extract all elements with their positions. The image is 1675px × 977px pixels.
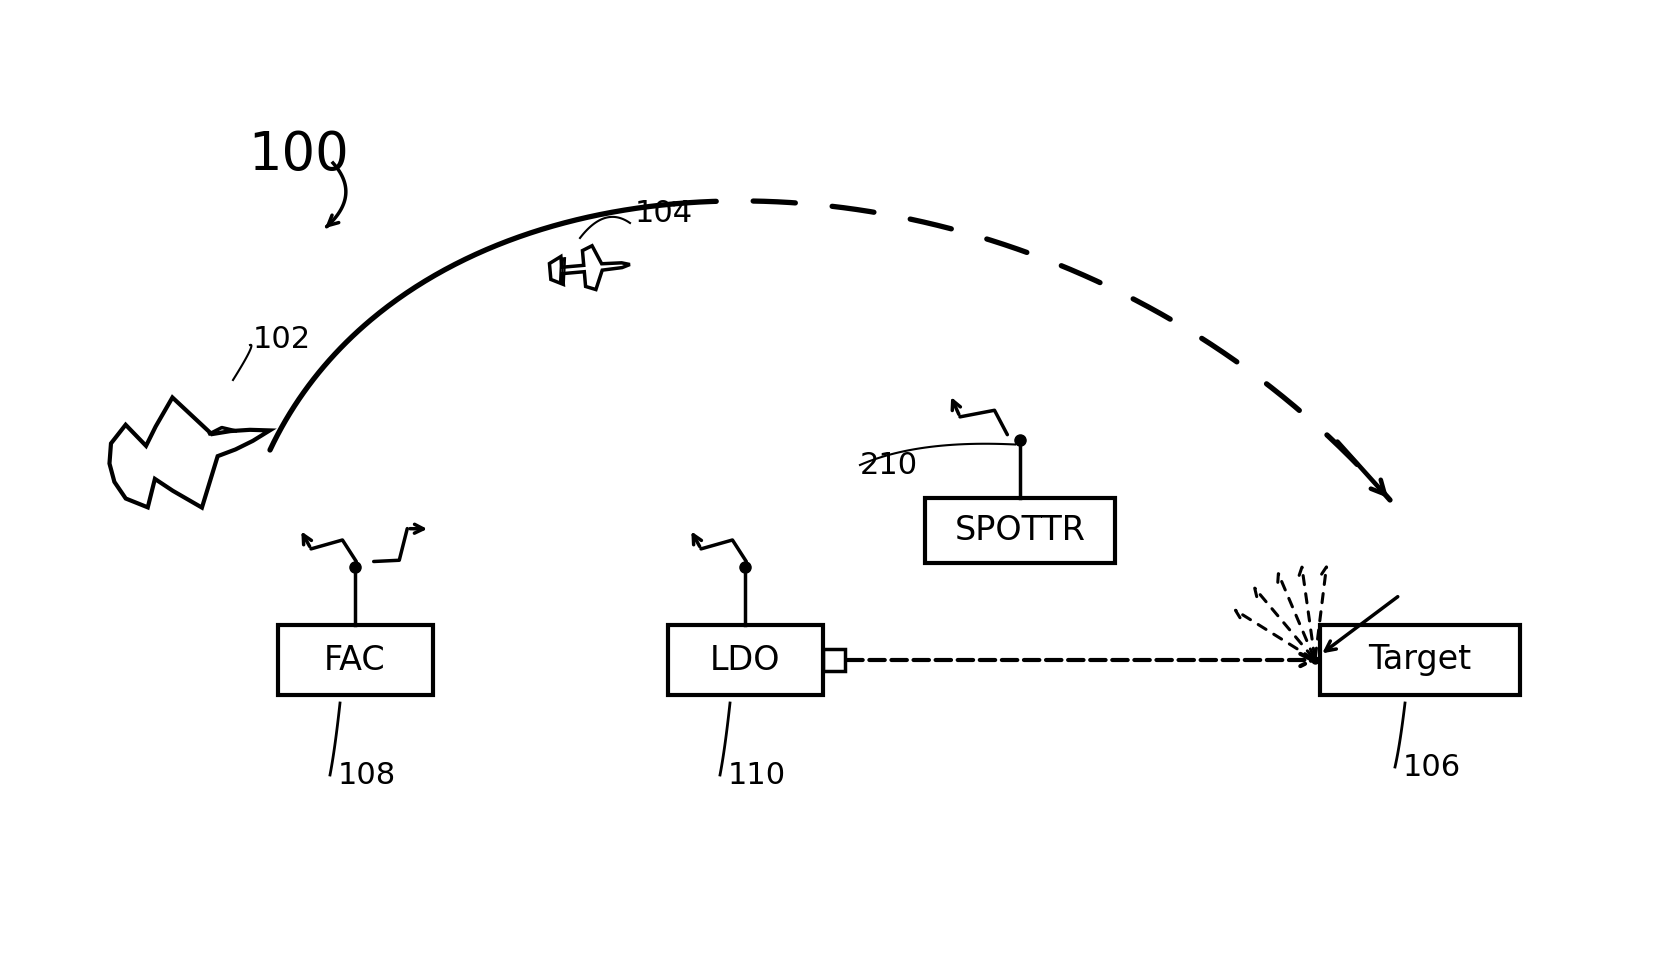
Text: 110: 110 <box>729 760 786 789</box>
Text: 104: 104 <box>635 198 693 228</box>
Text: Target: Target <box>1368 644 1472 676</box>
Text: 108: 108 <box>338 760 397 789</box>
Text: 100: 100 <box>248 129 348 181</box>
Text: 210: 210 <box>859 450 918 480</box>
Text: LDO: LDO <box>710 644 781 676</box>
Text: FAC: FAC <box>325 644 385 676</box>
Text: 106: 106 <box>1404 752 1461 782</box>
Text: SPOTTR: SPOTTR <box>955 514 1085 546</box>
Text: 102: 102 <box>253 325 312 355</box>
